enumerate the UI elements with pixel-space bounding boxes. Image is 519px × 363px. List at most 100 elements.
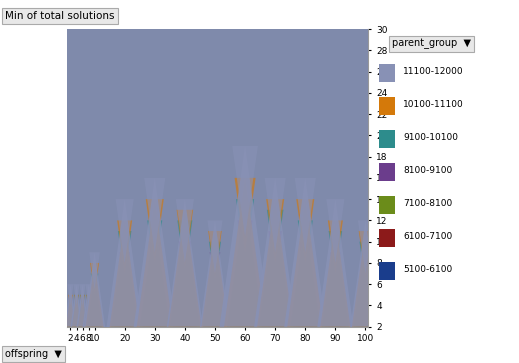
Polygon shape: [362, 305, 368, 327]
Text: Min of total solutions: Min of total solutions: [5, 11, 115, 21]
Polygon shape: [117, 220, 132, 274]
Polygon shape: [287, 199, 323, 327]
Text: 6100-7100: 6100-7100: [403, 232, 453, 241]
Polygon shape: [360, 242, 372, 284]
Polygon shape: [110, 220, 140, 327]
Polygon shape: [239, 284, 251, 327]
Polygon shape: [182, 284, 188, 305]
Bar: [379, 163, 395, 181]
Polygon shape: [106, 199, 143, 327]
Polygon shape: [203, 242, 227, 327]
Polygon shape: [93, 305, 96, 316]
Polygon shape: [325, 252, 346, 327]
Polygon shape: [72, 295, 81, 327]
Polygon shape: [74, 284, 79, 305]
Polygon shape: [84, 252, 105, 327]
Polygon shape: [76, 284, 89, 327]
Polygon shape: [149, 242, 161, 284]
Polygon shape: [326, 199, 345, 263]
Polygon shape: [176, 210, 193, 268]
Polygon shape: [267, 210, 283, 268]
Polygon shape: [204, 252, 225, 327]
Polygon shape: [69, 316, 72, 327]
Polygon shape: [364, 305, 367, 316]
Polygon shape: [233, 242, 257, 327]
Polygon shape: [330, 284, 342, 327]
Polygon shape: [359, 231, 372, 279]
Polygon shape: [80, 295, 85, 311]
Polygon shape: [240, 263, 250, 295]
Polygon shape: [181, 263, 189, 295]
Polygon shape: [86, 295, 91, 311]
Polygon shape: [72, 295, 81, 327]
Polygon shape: [265, 252, 285, 327]
Polygon shape: [78, 295, 87, 327]
Polygon shape: [84, 295, 93, 327]
Text: 8100-9100: 8100-9100: [403, 166, 453, 175]
Polygon shape: [363, 295, 368, 311]
Polygon shape: [143, 242, 167, 327]
Polygon shape: [76, 316, 77, 321]
Polygon shape: [332, 305, 338, 327]
Polygon shape: [93, 316, 96, 327]
Polygon shape: [121, 305, 128, 327]
Polygon shape: [82, 316, 83, 321]
Text: offspring  ▼: offspring ▼: [5, 349, 62, 359]
Polygon shape: [76, 316, 77, 321]
Text: 9100-10100: 9100-10100: [403, 133, 458, 142]
Polygon shape: [79, 284, 86, 305]
Polygon shape: [211, 295, 220, 327]
Polygon shape: [69, 316, 72, 327]
Polygon shape: [317, 199, 353, 327]
Polygon shape: [350, 220, 380, 327]
Polygon shape: [212, 305, 218, 327]
Polygon shape: [84, 295, 93, 327]
Polygon shape: [136, 199, 173, 327]
Polygon shape: [64, 284, 76, 327]
Polygon shape: [328, 220, 343, 274]
Polygon shape: [258, 210, 292, 327]
Polygon shape: [67, 284, 74, 305]
Polygon shape: [176, 263, 194, 327]
Polygon shape: [75, 316, 78, 327]
Text: 5100-6100: 5100-6100: [403, 265, 453, 274]
Polygon shape: [121, 284, 128, 305]
Polygon shape: [209, 242, 221, 284]
Polygon shape: [262, 231, 289, 327]
Polygon shape: [75, 316, 78, 327]
Polygon shape: [91, 274, 98, 300]
Polygon shape: [89, 284, 101, 327]
Polygon shape: [177, 220, 193, 274]
Polygon shape: [86, 263, 104, 327]
Polygon shape: [233, 146, 258, 236]
Polygon shape: [146, 263, 164, 327]
Polygon shape: [134, 178, 176, 327]
Polygon shape: [144, 178, 165, 252]
Polygon shape: [298, 220, 313, 274]
Polygon shape: [118, 231, 131, 279]
Polygon shape: [94, 316, 95, 321]
Polygon shape: [123, 305, 126, 316]
Bar: [379, 97, 395, 115]
Polygon shape: [213, 295, 217, 311]
Polygon shape: [87, 305, 90, 316]
Polygon shape: [353, 242, 377, 327]
Polygon shape: [81, 316, 84, 327]
Polygon shape: [270, 252, 280, 290]
Polygon shape: [238, 220, 253, 274]
Polygon shape: [92, 295, 97, 311]
Polygon shape: [303, 295, 308, 311]
Polygon shape: [78, 295, 87, 327]
Polygon shape: [328, 274, 343, 327]
Polygon shape: [74, 295, 79, 311]
Polygon shape: [86, 284, 91, 305]
Polygon shape: [167, 199, 203, 327]
Polygon shape: [87, 316, 90, 327]
Polygon shape: [90, 295, 99, 327]
Text: parent_group  ▼: parent_group ▼: [392, 38, 471, 49]
Polygon shape: [114, 252, 135, 327]
Polygon shape: [236, 199, 254, 263]
Polygon shape: [236, 263, 254, 327]
Polygon shape: [153, 305, 156, 316]
Polygon shape: [239, 242, 251, 284]
